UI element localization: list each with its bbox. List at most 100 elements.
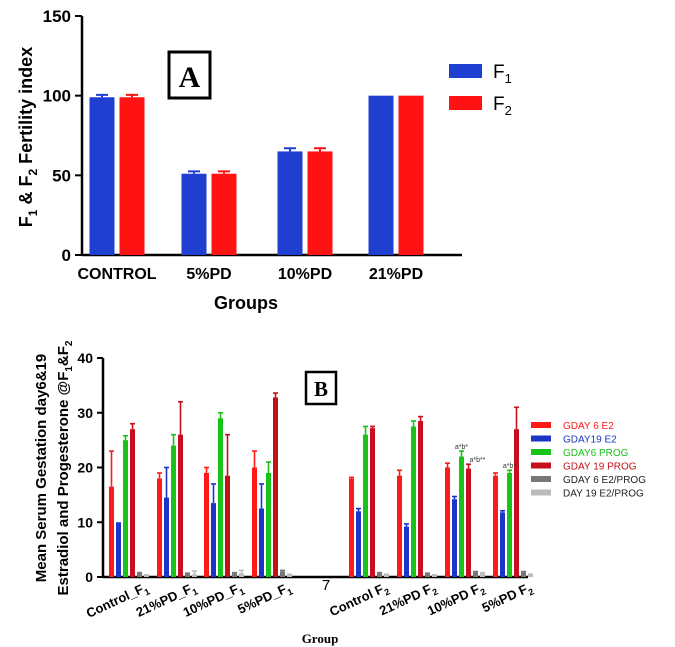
chart-b-panel-label: B [304,370,338,406]
chart-a-legend-label: F1 [493,62,512,86]
chart-a-legend-swatch [449,96,482,110]
chart-a-bar [119,97,145,255]
chart-b-legend-swatch [531,489,551,496]
chart-b-ytick-label: 0 [85,569,93,585]
chart-b-bar [432,575,437,577]
chart-a-xlabel: Groups [214,293,278,313]
chart-b-xtick-label: 5%PD_F1 [235,579,294,619]
chart-b-bar [130,429,135,577]
chart-b-bar [185,573,190,577]
chart-a-xtick-label: CONTROL [77,266,156,283]
chart-a-ytick-label: 0 [62,246,71,265]
chart-b-bar [349,478,354,577]
chart-a-bar [89,97,115,255]
chart-b-bar [473,572,478,577]
chart-a-xtick-label: 21%PD [369,266,423,283]
chart-a-bar [277,151,303,255]
chart-b-significance-annotation: a*b* [503,463,517,470]
chart-a: F1 & F2 Fertility index 0 50 100 150 CONTRO… [16,7,512,313]
chart-b-bar [480,573,485,577]
chart-a-xaxis: CONTROL 5%PD 10%PD 21%PD [77,266,423,283]
chart-b-bar [418,420,423,577]
chart-b-bar [280,571,285,577]
chart-b-bar [218,418,223,577]
chart-b-xtick-label: 10%PD_F1 [181,579,247,622]
chart-a-ylabel: F1 & F2 Fertility index [16,47,40,227]
chart-a-ytick-label: 50 [52,166,71,185]
chart-b-bar [411,426,416,577]
chart-b-xlabel: Group [302,631,339,646]
chart-b-bar [273,397,278,577]
chart-b-legend-label: GDAY 6 E2/PROG [563,475,646,486]
chart-b-bar [178,434,183,577]
chart-a-bar [307,151,333,255]
chart-b-bar [211,503,216,577]
chart-b: Mean Serum Gestation day6&19 Estradiol an… [33,340,646,646]
chart-b-bar [363,434,368,577]
chart-b-bar [459,456,464,577]
chart-a-ytick-label: 150 [43,7,71,26]
chart-b-legend-swatch [531,449,551,455]
chart-b-bar [164,497,169,577]
chart-a-ylabel-text: F1 & F2 Fertility index [16,47,40,227]
chart-a-legend-label: F2 [493,94,512,118]
chart-b-ytick-label: 10 [77,514,93,530]
chart-b-legend-swatch [531,422,551,428]
chart-b-bar [266,472,271,577]
chart-a-xtick-label: 10%PD [278,266,332,283]
chart-b-bar [370,428,375,577]
chart-b-bar [225,475,230,577]
chart-b-bar [452,499,457,577]
chart-a-bar [368,95,394,256]
chart-b-legend-label: GDAY19 E2 [563,435,617,446]
chart-b-bar [109,486,114,577]
svg-text:B: B [314,377,328,401]
chart-b-bar [377,573,382,577]
chart-b-bar [356,511,361,577]
chart-a-ytick-label: 100 [43,87,71,106]
chart-b-bar [528,574,533,577]
chart-b-stray-mark: 7 [322,577,330,594]
chart-b-legend-swatch [531,462,551,469]
chart-b-bar [259,508,264,577]
chart-b-bar [493,475,498,577]
chart-b-legend-swatch [531,476,551,482]
chart-b-significance-annotation: a*b** [470,457,486,464]
chart-a-legend-swatch [449,64,482,78]
chart-b-bar [192,574,197,577]
chart-b-legend-label: GDAY 6 E2 [563,421,614,432]
chart-a-plot-area [89,93,424,256]
chart-b-bar [171,445,176,577]
chart-b-bar [425,573,430,577]
chart-b-legend-swatch [531,435,551,442]
chart-a-panel-label: A [167,50,212,100]
chart-b-bar [116,522,121,577]
chart-b-bar [466,468,471,577]
chart-b-xtick-label: 10%PD F2 [425,579,488,621]
chart-b-ylabel: Mean Serum Gestation day6&19 Estradiol an… [33,340,75,595]
chart-b-bar [144,575,149,577]
chart-b-bar [287,574,292,577]
chart-b-bar [514,429,519,577]
chart-b-ylabel-line1: Mean Serum Gestation day6&19 [33,354,50,582]
chart-b-legend: GDAY 6 E2 GDAY19 E2 GDAY6 PROG GDAY 19 PROG… [531,421,646,500]
chart-b-legend-label: GDAY 19 PROG [563,462,637,473]
chart-b-significance-annotation: a*b* [455,444,469,451]
chart-a-bar [181,173,207,255]
chart-b-ytick-label: 40 [77,350,93,366]
chart-b-bar [137,573,142,577]
chart-b-bar [252,467,257,577]
chart-b-bar [404,526,409,577]
chart-b-xtick-label: 5%PD F2 [480,579,536,618]
chart-b-bar [384,574,389,577]
chart-a-bar [398,95,424,256]
chart-b-bar [521,572,526,577]
chart-b-bar [397,475,402,577]
chart-b-legend-label: DAY 19 E2/PROG [563,489,644,500]
chart-b-bar [445,467,450,577]
chart-b-bar [204,472,209,577]
chart-b-bar [123,440,128,577]
